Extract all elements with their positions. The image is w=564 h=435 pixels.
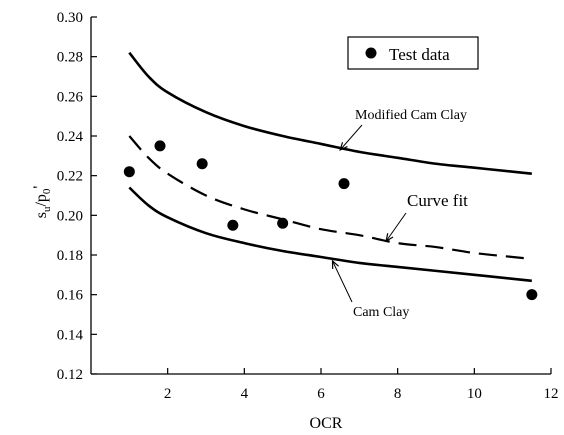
test-data-point	[338, 178, 350, 190]
annotation-arrowhead	[339, 142, 348, 151]
annotation-label: Curve fit	[407, 191, 468, 210]
x-tick-label: 10	[467, 386, 482, 402]
cam-clay-line	[128, 186, 532, 283]
y-tick-label: 0.22	[57, 169, 83, 185]
test-data-point	[227, 219, 239, 231]
annotation-arrow	[339, 124, 363, 151]
y-tick-label: 0.12	[57, 367, 83, 383]
legend: Test data	[347, 36, 479, 70]
y-tick-label: 0.20	[57, 208, 83, 224]
y-tick-label: 0.24	[57, 129, 84, 145]
annotation-arrow	[332, 260, 353, 303]
annotation-arrowhead	[385, 233, 394, 243]
y-tick-label: 0.18	[57, 248, 83, 264]
test-data-point	[154, 140, 166, 152]
scatter-points	[123, 140, 538, 301]
annotation-arrow	[385, 212, 407, 242]
curve-fit-line	[128, 135, 532, 261]
x-ticks: 2 4 6 8 10 12	[164, 368, 559, 402]
y-tick-label: 0.28	[57, 50, 83, 66]
y-axis-label: su/p0'	[31, 186, 53, 219]
y-tick-label: 0.30	[57, 10, 83, 26]
test-data-point	[196, 158, 208, 170]
x-tick-label: 6	[317, 386, 325, 402]
test-data-point	[123, 166, 135, 178]
y-ticks: 0.12 0.14 0.16 0.18 0.20 0.22 0.24 0.26 0.28 0.30	[57, 10, 97, 383]
annotation-label: Modified Cam Clay	[355, 108, 467, 123]
legend-label: Test data	[389, 45, 450, 64]
x-axis-label: OCR	[310, 415, 343, 432]
legend-marker	[365, 47, 377, 59]
y-tick-label: 0.26	[57, 89, 84, 105]
axes	[90, 17, 551, 375]
modified-cam-clay-line	[128, 51, 532, 175]
x-tick-label: 12	[544, 386, 559, 402]
annotation-label: Cam Clay	[353, 305, 409, 320]
series-lines	[128, 51, 532, 283]
annotations: Modified Cam Clay Curve fit Cam Clay	[331, 108, 468, 320]
y-tick-label: 0.14	[57, 327, 84, 343]
test-data-point	[526, 289, 538, 301]
y-tick-label: 0.16	[57, 288, 84, 304]
test-data-point	[277, 217, 289, 229]
x-tick-label: 4	[241, 386, 249, 402]
x-tick-label: 8	[394, 386, 402, 402]
legend-box	[347, 36, 479, 70]
x-tick-label: 2	[164, 386, 172, 402]
annotation-arrowhead	[331, 259, 339, 269]
